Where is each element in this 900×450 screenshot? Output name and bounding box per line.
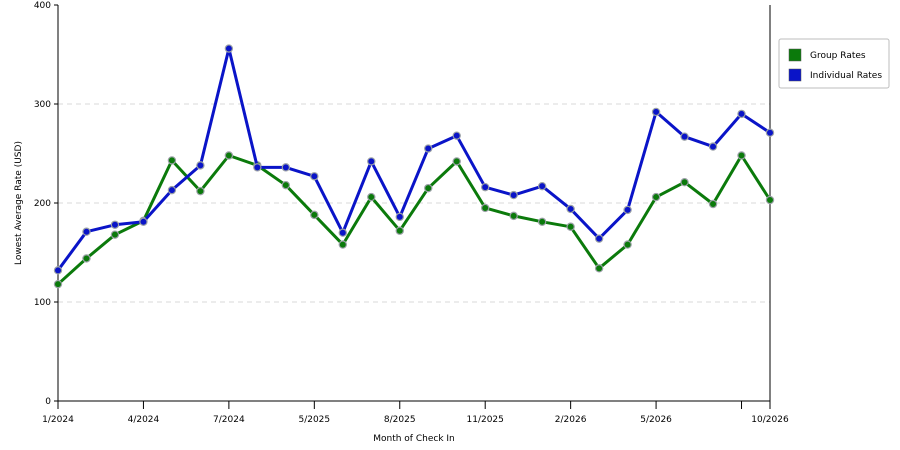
data-point-group [708, 199, 718, 209]
data-point-group [367, 192, 376, 202]
data-point-individual [310, 172, 319, 181]
data-point-individual [680, 132, 689, 141]
data-point-individual [708, 142, 718, 151]
data-point-individual [224, 44, 234, 53]
data-point-group [481, 203, 490, 213]
legend-box [778, 38, 890, 89]
data-point-group [281, 180, 291, 190]
data-point-individual [167, 185, 177, 195]
data-point-group [110, 230, 120, 239]
x-tick-label: 2/2026 [555, 415, 587, 425]
data-point-group [310, 210, 319, 220]
data-point-individual [281, 163, 291, 172]
data-point-group [651, 192, 661, 202]
data-point-group [537, 217, 547, 227]
legend-label: Individual Rates [810, 71, 882, 81]
x-tick-label: 1/2024 [42, 415, 74, 425]
data-point-individual [139, 217, 148, 227]
data-point-group [680, 178, 689, 187]
data-point-individual [509, 190, 518, 200]
y-tick-label: 0 [45, 397, 51, 407]
legend: Group Rates Individual Rates [778, 38, 890, 89]
data-point-individual [452, 131, 461, 140]
data-point-group [765, 195, 775, 205]
data-point-individual [82, 227, 91, 236]
data-point-individual [765, 128, 775, 137]
data-point-individual [395, 212, 404, 222]
data-point-group [53, 279, 63, 289]
data-point-individual [367, 157, 376, 166]
data-point-individual [338, 228, 347, 237]
series-line-group-rates [56, 154, 772, 286]
x-tick-label: 10/2026 [751, 415, 789, 425]
x-tick-label: 8/2025 [384, 415, 416, 425]
data-point-individual [537, 181, 547, 191]
y-tick-label: 200 [34, 199, 51, 209]
grid-layer [58, 103, 770, 303]
data-point-individual [253, 163, 262, 172]
y-axis-title: Lowest Average Rate (USD) [14, 141, 24, 265]
x-axis-title: Month of Check In [373, 434, 455, 444]
x-tick-label: 11/2025 [467, 415, 504, 425]
legend-swatch [788, 68, 802, 82]
data-point-individual [737, 109, 746, 119]
data-point-group [737, 151, 746, 160]
data-point-group [452, 157, 461, 166]
data-point-group [594, 264, 604, 273]
series-layer [53, 44, 775, 289]
data-point-group [395, 226, 404, 235]
series-line-individual-rates [56, 47, 772, 272]
data-point-group [509, 211, 518, 221]
legend-label: Group Rates [810, 51, 866, 61]
x-tick-label: 5/2026 [640, 415, 672, 425]
data-point-individual [53, 266, 63, 275]
data-point-individual [196, 161, 205, 170]
legend-swatch [788, 48, 802, 62]
data-point-individual [623, 205, 632, 215]
data-point-individual [566, 204, 575, 214]
data-point-individual [594, 234, 604, 243]
data-point-group [623, 240, 632, 249]
data-point-individual [424, 144, 433, 153]
x-tick-label: 7/2024 [213, 415, 245, 425]
y-tick-label: 100 [34, 298, 51, 308]
data-point-individual [651, 107, 661, 117]
data-point-individual [110, 220, 120, 229]
y-tick-label: 400 [34, 1, 51, 11]
x-tick-label: 4/2024 [128, 415, 160, 425]
data-point-group [424, 183, 433, 193]
data-point-group [566, 222, 575, 231]
x-tick-label: 5/2025 [298, 415, 330, 425]
y-tick-label: 300 [34, 100, 51, 110]
data-point-group [196, 186, 205, 196]
data-point-group [224, 151, 234, 160]
data-point-group [338, 240, 347, 249]
data-point-group [82, 254, 91, 263]
data-point-individual [481, 182, 490, 192]
data-point-group [167, 156, 177, 165]
